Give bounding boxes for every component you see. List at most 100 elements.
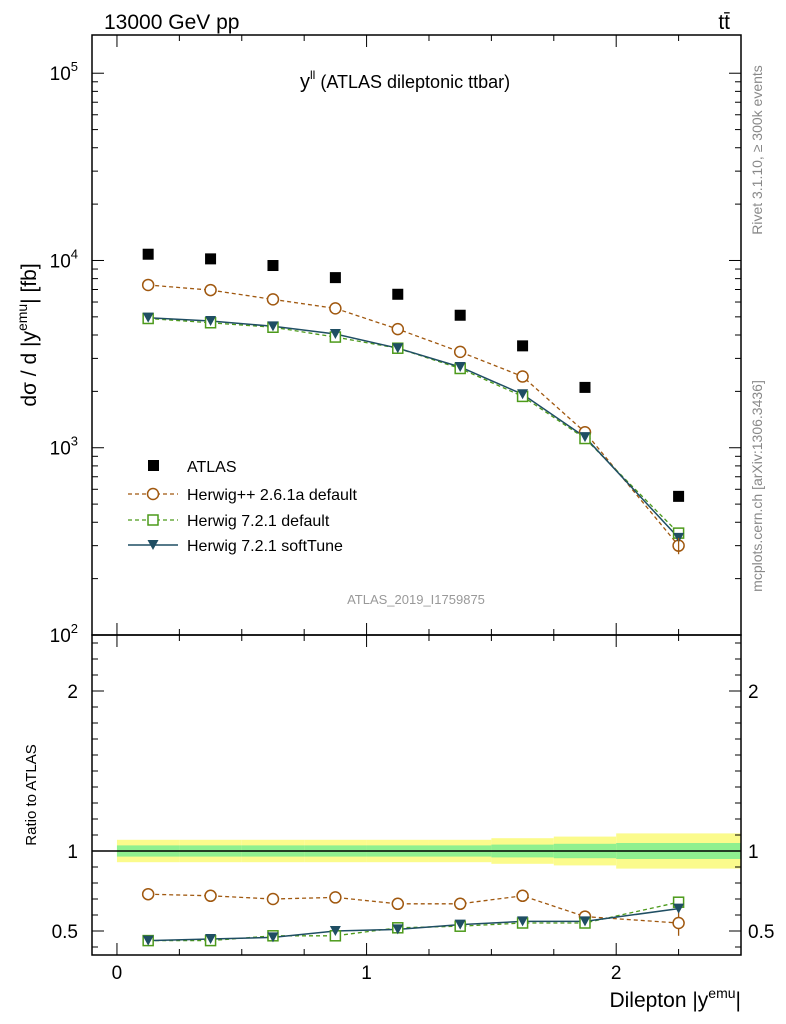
- legend-label-herwigpp: Herwig++ 2.6.1a default: [187, 487, 357, 504]
- ratio-xtick-label: 0: [112, 963, 123, 984]
- main-ytick-exponent: 2: [71, 621, 78, 636]
- main-title-text: (ATLAS dileptonic ttbar): [320, 72, 510, 92]
- ratio-point-herwigpp: [329, 891, 342, 904]
- main-data-point: [267, 260, 279, 272]
- ratio-point-herwig721_soft: [392, 924, 404, 935]
- ratio-point-herwig721_soft: [205, 934, 217, 944]
- main-ylabel-post: | [fb]: [18, 263, 41, 303]
- main-ytick-base: 10: [50, 626, 71, 647]
- main-title-symbol: y: [300, 71, 310, 93]
- main-data-point: [454, 309, 466, 321]
- main-ytick-exponent: 5: [71, 59, 78, 74]
- main-point-herwig721_soft: [517, 389, 529, 400]
- ratio-series-line-herwigpp: [148, 893, 679, 924]
- main-ytick-exponent: 4: [71, 246, 78, 261]
- ratio-axis-ticks: 0 1 2 0.5 0.5 1 1 2 2: [52, 635, 774, 984]
- main-data-point: [673, 490, 685, 502]
- ratio-point-herwig721_soft: [267, 932, 279, 943]
- main-data-point: [579, 381, 591, 393]
- legend-marker-herwig721-default: [147, 514, 159, 526]
- main-point-herwigpp: [516, 370, 529, 383]
- main-point-herwig721_soft: [392, 343, 404, 354]
- xlabel-sup: emu: [708, 985, 735, 1001]
- main-title-superscript: ll: [310, 68, 315, 82]
- main-ylabel-sup: emu: [14, 304, 30, 331]
- ratio-point-herwigpp: [516, 889, 529, 903]
- main-ytick-base: 10: [50, 251, 71, 272]
- main-ytick-base: 10: [50, 439, 71, 460]
- legend-label-herwig721-softtune: Herwig 7.2.1 softTune: [187, 538, 343, 555]
- main-point-herwig721_soft: [267, 321, 279, 332]
- main-point-herwigpp: [204, 283, 217, 297]
- main-ytick-base: 10: [50, 64, 71, 85]
- ratio-point-herwig721_soft: [673, 903, 685, 914]
- xlabel: Dilepton |yemu|: [609, 985, 741, 1012]
- ratio-ytick-label: 1: [67, 842, 78, 863]
- analysis-id-label: ATLAS_2019_I1759875: [347, 592, 485, 607]
- main-data-point: [517, 340, 529, 352]
- ratio-point-herwig721_soft: [329, 926, 341, 936]
- ratio-xtick-label: 2: [611, 963, 622, 984]
- ratio-ytick-label-right: 2: [748, 682, 759, 703]
- main-point-herwigpp: [391, 322, 405, 336]
- main-ytick-label: 105: [50, 59, 78, 85]
- main-point-herwigpp: [266, 293, 280, 306]
- main-point-herwig721_soft: [454, 361, 466, 372]
- mcplots-label: mcplots.cern.ch [arXiv:1306.3436]: [749, 380, 765, 592]
- main-point-herwig721_soft: [579, 432, 591, 443]
- legend-label-herwig721-default: Herwig 7.2.1 default: [187, 513, 330, 530]
- main-data-point: [142, 248, 154, 260]
- ratio-point-herwigpp: [204, 889, 217, 903]
- ratio-panel-frame: [91, 634, 742, 956]
- legend-label-atlas: ATLAS: [187, 459, 237, 476]
- main-ytick-label: 103: [50, 434, 78, 460]
- main-point-herwigpp: [141, 278, 155, 292]
- header-energy-label: 13000 GeV pp: [104, 11, 239, 34]
- legend-marker-herwigpp: [146, 487, 160, 501]
- main-point-herwigpp: [329, 302, 342, 315]
- legend-marker-atlas: [148, 460, 159, 471]
- ratio-series-line-herwig721_soft: [148, 907, 679, 942]
- ratio-uncertainty-bands: [92, 833, 741, 869]
- main-data-point: [205, 253, 217, 265]
- main-point-herwigpp: [453, 345, 467, 359]
- main-data-point: [392, 288, 404, 300]
- ratio-point-herwigpp: [141, 887, 155, 901]
- ratio-ytick-label-right: 1: [748, 842, 759, 863]
- xlabel-post: |: [736, 989, 741, 1012]
- ratio-xtick-label: 1: [361, 963, 372, 984]
- main-ylabel-pre: dσ / d |y: [18, 331, 41, 407]
- ratio-ytick-label: 2: [67, 682, 78, 703]
- main-point-herwig721_soft: [205, 316, 217, 327]
- main-series-layer: [141, 248, 685, 555]
- main-point-herwig721_soft: [329, 328, 341, 339]
- main-ytick-label: 102: [50, 621, 78, 647]
- ratio-series-layer: [141, 887, 685, 947]
- ratio-point-herwigpp: [453, 897, 467, 911]
- ratio-point-herwig721_soft: [517, 916, 529, 927]
- main-series-line-herwig721_soft: [148, 316, 680, 539]
- main-ytick-label: 104: [50, 246, 78, 272]
- main-point-herwig721_soft: [142, 312, 154, 323]
- rivet-version-label: Rivet 3.1.10, ≥ 300k events: [749, 65, 765, 235]
- ratio-ytick-label-right: 0.5: [748, 922, 774, 943]
- ratio-ytick-label: 0.5: [52, 922, 78, 943]
- ratio-point-herwig721_soft: [579, 916, 591, 927]
- legend-marker-herwig721-softtune: [147, 540, 159, 550]
- ratio-ylabel: Ratio to ATLAS: [23, 744, 40, 845]
- main-ylabel: dσ / d |yemu| [fb]: [14, 263, 41, 406]
- ratio-series-line-herwig721_default: [148, 901, 679, 942]
- main-data-point: [329, 272, 341, 284]
- main-series-line-herwig721_default: [148, 317, 680, 534]
- xlabel-pre: Dilepton |y: [609, 989, 708, 1012]
- main-title: yll (ATLAS dileptonic ttbar): [300, 68, 510, 93]
- ratio-point-herwigpp: [266, 892, 280, 906]
- header-process-label: tt̄: [718, 11, 730, 34]
- ratio-point-herwigpp: [672, 916, 685, 930]
- ratio-point-herwigpp: [391, 897, 405, 911]
- main-ytick-exponent: 3: [71, 434, 78, 449]
- ratio-point-herwig721_soft: [454, 919, 466, 930]
- legend: ATLAS Herwig++ 2.6.1a default Herwig 7.2…: [128, 459, 357, 555]
